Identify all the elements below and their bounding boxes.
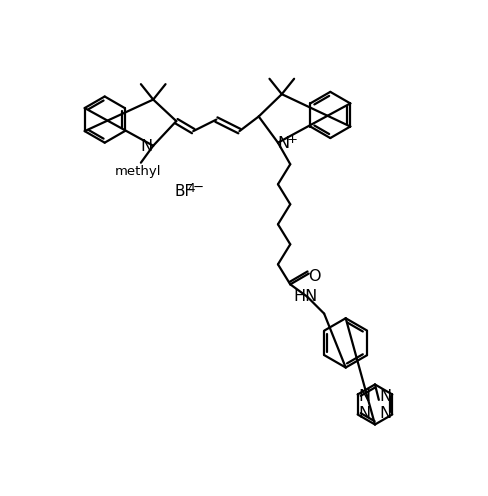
Text: methyl: methyl bbox=[114, 165, 161, 178]
Text: HN: HN bbox=[293, 289, 317, 304]
Text: N: N bbox=[140, 139, 152, 154]
Text: O: O bbox=[307, 269, 320, 284]
Text: N: N bbox=[358, 406, 370, 421]
Text: N: N bbox=[277, 136, 289, 151]
Text: −: − bbox=[192, 181, 203, 194]
Text: N: N bbox=[379, 388, 390, 404]
Text: N: N bbox=[379, 406, 390, 421]
Text: N: N bbox=[358, 388, 370, 404]
Text: BF: BF bbox=[174, 185, 194, 199]
Text: +: + bbox=[285, 133, 297, 146]
Text: 4: 4 bbox=[187, 183, 194, 195]
